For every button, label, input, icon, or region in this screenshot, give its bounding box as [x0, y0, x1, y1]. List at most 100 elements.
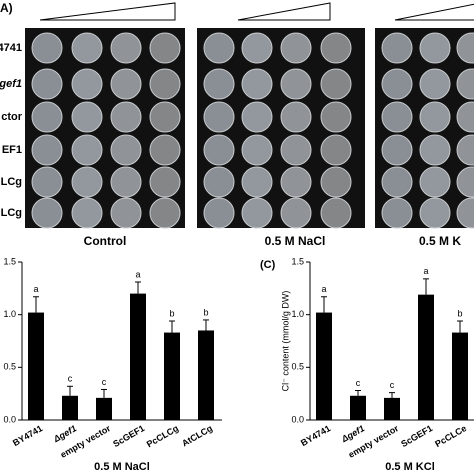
dilution-wedge [394, 3, 474, 21]
x-tick-label: AtCLCg [180, 423, 214, 448]
yeast-spot [241, 32, 273, 64]
yeast-spot [149, 32, 181, 64]
yeast-spot [149, 197, 181, 229]
yeast-spot [456, 197, 474, 229]
yeast-spot [71, 197, 103, 229]
yeast-spot [419, 197, 451, 229]
bar [198, 330, 214, 420]
yeast-spot [241, 68, 273, 100]
spots [31, 32, 474, 229]
yeast-spot [320, 166, 352, 198]
yeast-spot [419, 101, 451, 133]
bar [96, 397, 112, 420]
yeast-spot [456, 101, 474, 133]
yeast-spot [241, 134, 273, 166]
yeast-spot [31, 32, 63, 64]
yeast-spot [110, 166, 142, 198]
yeast-spot [381, 197, 413, 229]
x-axis-label: 0.5 M KCl [385, 461, 435, 473]
yeast-spot [419, 134, 451, 166]
yeast-spot [381, 32, 413, 64]
yeast-spot [381, 101, 413, 133]
yeast-spot [419, 32, 451, 64]
x-axis-label: 0.5 M NaCl [94, 461, 150, 473]
x-tick-label: PcCLCe [433, 423, 468, 449]
yeast-spot [31, 197, 63, 229]
yeast-spot [456, 68, 474, 100]
yeast-spot [203, 101, 235, 133]
yeast-spot [280, 197, 312, 229]
dilution-wedge [39, 2, 176, 21]
yeast-spot [320, 101, 352, 133]
yeast-spot [110, 134, 142, 166]
x-tick-label: BY4741 [11, 423, 44, 448]
yeast-spot [31, 134, 63, 166]
yeast-spot [149, 166, 181, 198]
significance-letter: a [423, 266, 428, 276]
strain-label: 4741 [0, 42, 22, 54]
y-tick-label: 0.5 [291, 362, 304, 372]
yeast-spot [280, 68, 312, 100]
y-axis-label: Cl⁻ content (mmol/g DW) [280, 291, 290, 392]
significance-letter: a [33, 284, 38, 294]
significance-letter: a [135, 269, 140, 279]
yeast-spot [320, 32, 352, 64]
significance-letter: b [203, 307, 208, 317]
y-tick-label: 1.0 [291, 309, 304, 319]
y-tick-label: 0.0 [291, 414, 304, 424]
y-tick-label: 0.0 [3, 414, 16, 424]
dilution-wedge [237, 2, 331, 21]
x-tick-label: ScGEF1 [111, 423, 146, 449]
strain-label: LCg [1, 207, 22, 219]
significance-letter: b [457, 308, 462, 318]
y-tick-label: 1.5 [3, 256, 16, 266]
yeast-spot [456, 134, 474, 166]
significance-letter: a [321, 284, 326, 294]
yeast-spot [149, 101, 181, 133]
bar [418, 294, 434, 420]
yeast-spot [320, 68, 352, 100]
panel-label: (C) [260, 259, 276, 271]
yeast-spot [110, 68, 142, 100]
yeast-spot [280, 101, 312, 133]
condition-label: 0.5 M K [419, 234, 461, 248]
x-tick-label: ScGEF1 [399, 423, 434, 449]
bar [130, 293, 146, 420]
y-tick-label: 1.5 [291, 256, 304, 266]
bar [62, 395, 78, 420]
y-tick-label: 0.5 [3, 362, 16, 372]
strain-label: LCg [1, 176, 22, 188]
yeast-spot [31, 166, 63, 198]
condition-label: 0.5 M NaCl [265, 234, 326, 248]
significance-letter: c [390, 380, 395, 390]
yeast-spot [149, 134, 181, 166]
yeast-spot [203, 197, 235, 229]
yeast-spot [320, 134, 352, 166]
bar [350, 395, 366, 420]
yeast-spot [419, 68, 451, 100]
yeast-spot [320, 197, 352, 229]
bar [384, 397, 400, 420]
yeast-spot [203, 134, 235, 166]
strain-label: gef1 [0, 78, 22, 90]
bar [452, 332, 468, 420]
strain-label: ctor [1, 111, 23, 123]
yeast-spot [241, 197, 273, 229]
x-tick-label: PcCLCg [145, 423, 180, 449]
yeast-spot [381, 134, 413, 166]
yeast-spot [31, 101, 63, 133]
yeast-spot [280, 134, 312, 166]
significance-letter: b [169, 308, 174, 318]
yeast-spot [71, 68, 103, 100]
yeast-spot [456, 32, 474, 64]
yeast-spot [203, 32, 235, 64]
yeast-spot [71, 134, 103, 166]
yeast-spot [71, 166, 103, 198]
yeast-spot [110, 101, 142, 133]
yeast-spot [241, 166, 273, 198]
y-tick-label: 1.0 [3, 309, 16, 319]
yeast-spot [203, 166, 235, 198]
yeast-spot [71, 101, 103, 133]
x-tick-label: BY4741 [299, 423, 332, 448]
yeast-spot [241, 101, 273, 133]
